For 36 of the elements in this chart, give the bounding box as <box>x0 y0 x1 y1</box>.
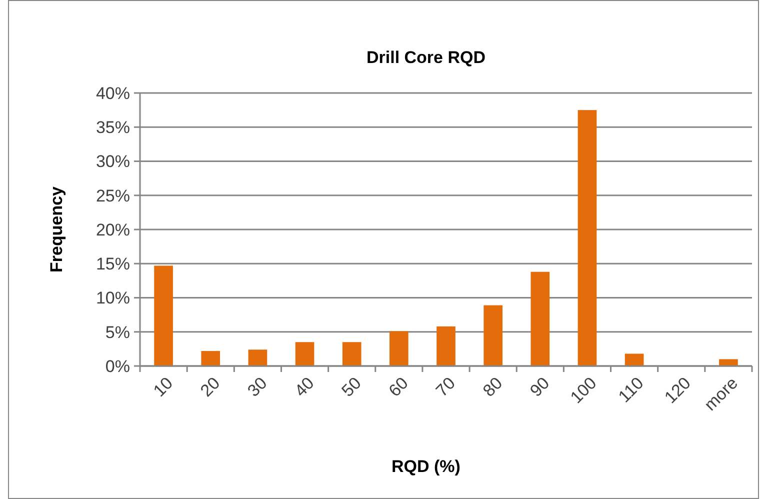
bar <box>248 350 268 366</box>
y-tick-label: 20% <box>96 220 130 240</box>
y-tick-label: 30% <box>96 152 130 172</box>
y-tick-label: 5% <box>105 322 130 342</box>
bar <box>342 342 362 366</box>
x-tick-label: 90 <box>526 374 554 400</box>
y-tick-label: 40% <box>96 84 130 103</box>
x-tick-label: 120 <box>660 374 694 408</box>
bar <box>390 331 408 366</box>
y-tick-label: 35% <box>96 118 130 138</box>
x-tick-label: 100 <box>566 374 600 408</box>
x-tick-label: 20 <box>196 374 224 400</box>
bar <box>295 342 314 366</box>
bar <box>484 305 502 366</box>
bar <box>436 326 456 366</box>
x-axis-title: RQD (%) <box>392 457 460 476</box>
bar <box>154 266 173 366</box>
x-tick-label: 40 <box>290 374 318 400</box>
x-tick-label: 10 <box>150 374 177 400</box>
x-tick-label: 70 <box>432 374 460 400</box>
chart-title: Drill Core RQD <box>366 48 486 67</box>
y-tick-label: 10% <box>96 288 130 308</box>
x-tick-label: 110 <box>614 374 648 406</box>
bar <box>530 272 550 366</box>
y-tick-label: 15% <box>96 254 130 274</box>
x-tick-label: 50 <box>338 374 365 400</box>
bar <box>201 350 220 366</box>
y-tick-label: 25% <box>96 186 130 206</box>
x-tick-label: 60 <box>385 374 412 400</box>
x-tick-label: 30 <box>244 374 271 400</box>
y-tick-label: 0% <box>105 356 130 376</box>
x-tick-label: 80 <box>479 374 506 400</box>
y-axis-title: Frequency <box>47 186 66 272</box>
bar <box>578 110 597 366</box>
bar <box>719 359 738 366</box>
bar <box>624 354 644 366</box>
